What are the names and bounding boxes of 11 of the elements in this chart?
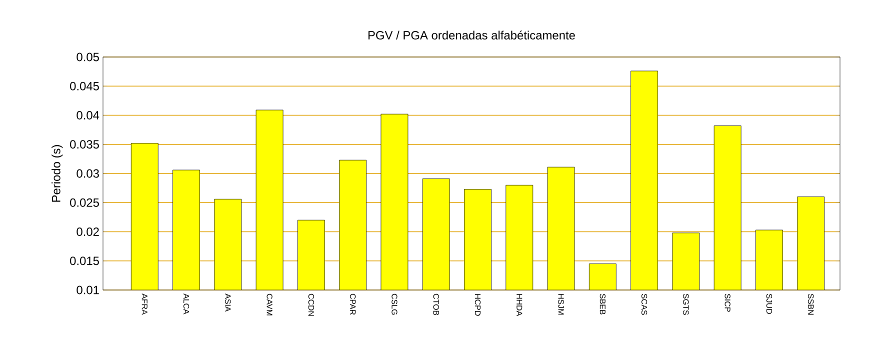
y-tick-label: 0.045 <box>70 82 99 90</box>
y-tick-label: 0.025 <box>70 198 99 207</box>
y-tick-label: 0.01 <box>76 286 99 294</box>
y-tick-label: 0.035 <box>70 140 99 149</box>
y-axis-title: Periodo (s) <box>52 145 63 202</box>
chart-title: PGV / PGA ordenadas alfabéticamente <box>368 30 575 40</box>
y-tick-label: 0.03 <box>76 169 99 178</box>
y-tick-label: 0.015 <box>70 256 99 266</box>
y-tick-label: 0.02 <box>76 228 99 236</box>
y-tick-label: 0.05 <box>76 52 99 62</box>
y-tick-label: 0.04 <box>76 111 100 120</box>
